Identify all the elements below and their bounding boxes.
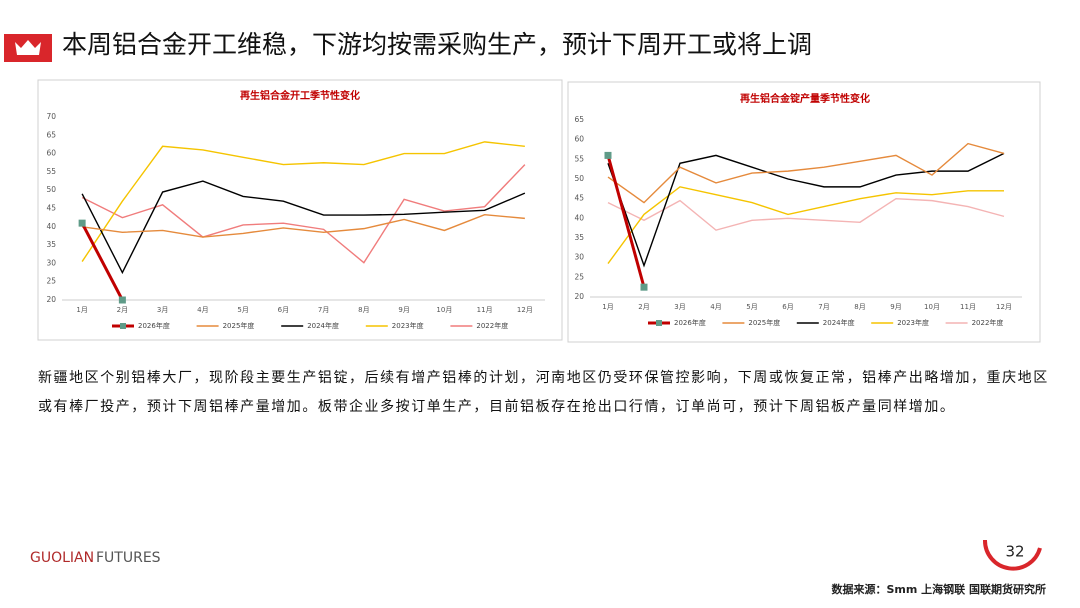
legend-label: 2026年度 [138,321,170,330]
y-tick-label: 30 [574,253,584,262]
series-line [81,141,525,262]
x-tick-label: 2月 [638,303,649,311]
y-tick-label: 35 [574,233,584,242]
x-tick-label: 10月 [924,303,940,311]
x-tick-label: 9月 [398,306,409,314]
legend-label: 2025年度 [223,321,255,330]
x-tick-label: 2月 [117,306,128,314]
x-tick-label: 8月 [854,303,865,311]
page-arc [982,539,1042,571]
y-tick-label: 40 [574,213,584,222]
x-tick-label: 4月 [197,306,208,314]
source: 数据来源：Smm 上海钢联 国联期货研究所 [831,582,1046,596]
y-tick-label: 55 [574,154,584,163]
legend-label: 2025年度 [748,318,780,327]
body-text: 新疆地区个别铝棒大厂，现阶段主要生产铝锭，后续有增产铝棒的计划，河南地区仍受环保… [38,370,1049,415]
y-tick-label: 40 [46,222,56,231]
series-line [607,186,1004,264]
y-tick-label: 20 [574,292,584,301]
y-tick-label: 60 [46,149,56,158]
y-tick-label: 55 [46,167,56,176]
x-tick-label: 10月 [436,306,452,314]
page-number: 32 [1005,543,1024,561]
legend-label: 2023年度 [897,318,929,327]
x-tick-label: 7月 [318,306,329,314]
series-line [607,197,1005,231]
x-tick-label: 8月 [358,306,369,314]
legend-label: 2023年度 [392,321,424,330]
legend-label: 2026年度 [674,318,706,327]
y-tick-label: 45 [574,194,584,203]
y-tick-label: 70 [46,112,56,121]
y-tick-label: 50 [574,174,584,183]
point-marker [604,151,612,159]
y-tick-label: 50 [46,185,56,194]
x-tick-label: 11月 [960,303,976,311]
legend-label: 2022年度 [476,321,508,330]
x-tick-label: 5月 [746,303,757,311]
brand: GUOLIAN [30,550,94,566]
x-tick-label: 9月 [890,303,901,311]
legend-label: 2024年度 [307,321,339,330]
y-tick-label: 30 [46,258,56,267]
crown-icon [15,40,41,55]
x-tick-label: 5月 [237,306,248,314]
series-line [82,214,525,238]
series-line [607,142,1005,204]
y-tick-label: 25 [574,272,584,281]
legend-marker [120,323,126,329]
x-tick-label: 6月 [278,306,289,314]
series-line [81,180,526,275]
y-tick-label: 45 [46,204,56,213]
y-tick-label: 20 [46,295,56,304]
series-line [80,222,124,301]
chart-title: 再生铝合金开工季节性变化 [240,89,360,102]
brand: FUTURES [96,550,161,566]
y-tick-label: 60 [574,135,584,144]
x-tick-label: 3月 [157,306,168,314]
point-marker [78,219,86,227]
x-tick-label: 4月 [710,303,721,311]
y-tick-label: 25 [46,277,56,286]
chart-title: 再生铝合金锭产量季节性变化 [740,92,870,105]
x-tick-label: 1月 [602,303,613,311]
y-tick-label: 65 [46,130,56,139]
series-line [606,155,646,288]
series-line [607,152,1005,268]
y-tick-label: 65 [574,115,584,124]
point-marker [118,296,126,304]
x-tick-label: 11月 [477,306,493,314]
x-tick-label: 7月 [818,303,829,311]
x-tick-label: 3月 [674,303,685,311]
y-tick-label: 35 [46,240,56,249]
x-tick-label: 12月 [996,303,1012,311]
legend-marker [656,320,662,326]
slide-title: 本周铝合金开工维稳，下游均按需采购生产，预计下周开工或将上调 [62,30,812,59]
legend-label: 2022年度 [972,318,1004,327]
x-tick-label: 6月 [782,303,793,311]
x-tick-label: 1月 [76,306,87,314]
legend-label: 2024年度 [823,318,855,327]
x-tick-label: 12月 [517,306,533,314]
point-marker [640,283,648,291]
